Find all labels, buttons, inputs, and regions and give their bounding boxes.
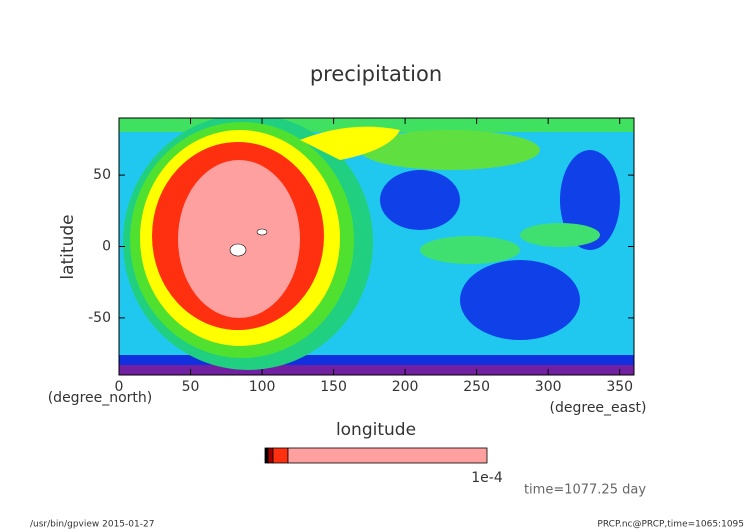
x-axis-label: longitude xyxy=(336,420,416,440)
footer-right: PRCP.nc@PRCP,time=1065:1095 xyxy=(597,520,744,530)
x-tick-label: 300 xyxy=(535,379,562,395)
footer-left: /usr/bin/gpview 2015-01-27 xyxy=(30,520,154,530)
x-tick-label: 200 xyxy=(392,379,419,395)
colorbar-segment xyxy=(287,447,488,464)
x-tick-label: 0 xyxy=(115,379,124,395)
axes: 0 50 100 150 200 250 300 350 -50 0 50 xyxy=(88,118,634,395)
colorbar-segment xyxy=(267,447,274,464)
colorbar-segment xyxy=(264,447,269,464)
y-tick-label: 0 xyxy=(102,239,111,255)
x-tick-label: 150 xyxy=(320,379,347,395)
y-tick-label: -50 xyxy=(88,310,111,326)
annotation: time=1077.25 day xyxy=(524,483,646,498)
y-axis-label: latitude xyxy=(58,214,78,279)
y-tick-label: 50 xyxy=(93,167,111,183)
y-unit: (degree_north) xyxy=(48,390,153,406)
contour-field xyxy=(119,118,634,375)
x-tick-label: 100 xyxy=(249,379,276,395)
x-unit: (degree_east) xyxy=(550,400,647,416)
x-tick-label: 350 xyxy=(606,379,633,395)
colorbar xyxy=(264,447,488,464)
colorbar-segment xyxy=(272,447,289,464)
x-tick-label: 50 xyxy=(182,379,200,395)
colorbar-label: 1e-4 xyxy=(471,470,503,486)
x-tick-label: 250 xyxy=(463,379,490,395)
chart-title: precipitation xyxy=(310,62,442,86)
